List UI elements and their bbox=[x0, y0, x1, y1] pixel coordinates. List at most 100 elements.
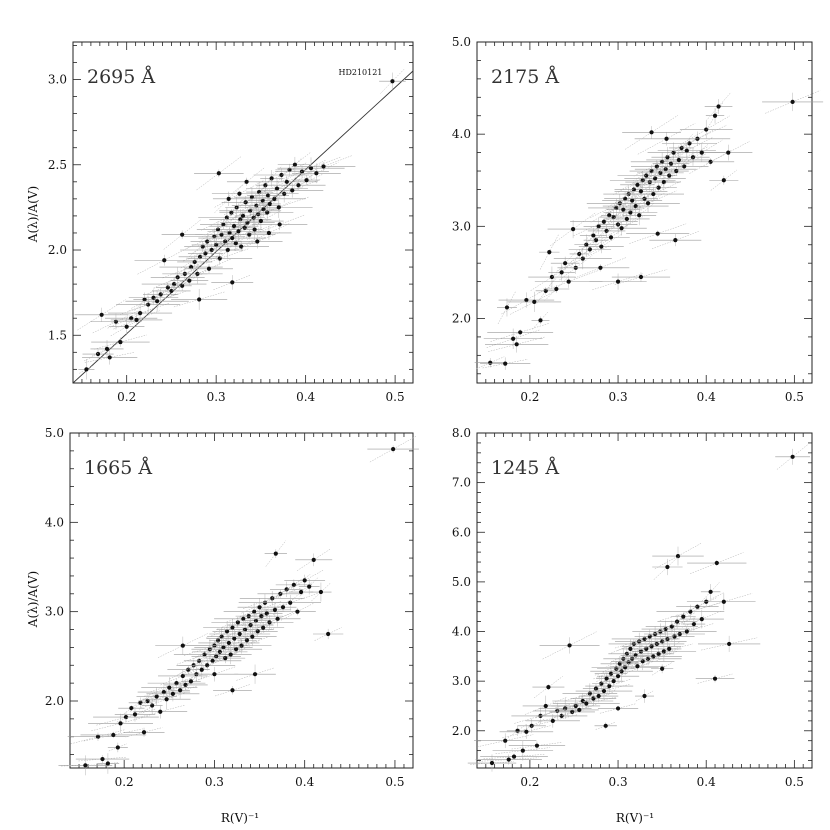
point-marker bbox=[232, 636, 237, 641]
data-point bbox=[492, 740, 554, 761]
data-point bbox=[244, 196, 313, 219]
point-marker bbox=[186, 667, 191, 672]
point-marker bbox=[115, 745, 120, 750]
point-marker bbox=[563, 261, 568, 266]
point-marker bbox=[664, 136, 669, 141]
data-point bbox=[75, 755, 130, 763]
correlated-error bbox=[605, 179, 652, 209]
data-point bbox=[291, 155, 356, 178]
point-marker bbox=[651, 654, 656, 659]
point-marker bbox=[197, 297, 202, 302]
correlated-error bbox=[210, 230, 241, 253]
correlated-error bbox=[476, 356, 505, 369]
data-point bbox=[190, 666, 239, 683]
y-tick-label: 5.0 bbox=[452, 35, 471, 49]
point-marker bbox=[167, 685, 172, 690]
data-point bbox=[498, 285, 555, 315]
point-marker bbox=[520, 748, 525, 753]
point-marker bbox=[217, 649, 222, 654]
point-marker bbox=[275, 616, 280, 621]
point-marker bbox=[546, 685, 551, 690]
point-marker bbox=[219, 232, 224, 237]
correlated-error bbox=[624, 115, 679, 150]
point-marker bbox=[630, 198, 635, 203]
y-tick-label: 1.5 bbox=[48, 328, 67, 342]
point-marker bbox=[154, 694, 159, 699]
data-point bbox=[657, 136, 716, 165]
correlated-error bbox=[217, 232, 254, 254]
correlated-error bbox=[262, 593, 318, 613]
panel-1665: 0.2 0.3 0.4 0.5 2.0 3.0 4.0 5.0 1665 Å bbox=[45, 426, 419, 789]
correlated-error bbox=[635, 690, 654, 702]
data-point bbox=[277, 156, 345, 180]
point-marker bbox=[661, 649, 666, 654]
point-marker bbox=[503, 738, 508, 743]
point-marker bbox=[118, 339, 123, 345]
y-tick-label: 4.0 bbox=[45, 515, 64, 529]
point-marker bbox=[624, 651, 629, 656]
point-marker bbox=[111, 732, 116, 738]
point-marker bbox=[274, 186, 280, 191]
correlated-error bbox=[134, 288, 155, 311]
correlated-error bbox=[600, 203, 627, 232]
x-tick-label: 0.3 bbox=[609, 390, 628, 404]
data-point bbox=[96, 753, 120, 774]
correlated-error bbox=[533, 676, 563, 699]
data-point bbox=[578, 234, 624, 260]
data-point bbox=[679, 115, 733, 144]
correlated-error bbox=[254, 214, 305, 235]
correlated-error bbox=[620, 160, 673, 191]
point-marker bbox=[99, 312, 104, 317]
point-marker bbox=[142, 297, 147, 302]
correlated-error bbox=[640, 633, 685, 650]
point-marker bbox=[566, 279, 571, 284]
point-marker bbox=[681, 614, 686, 619]
point-marker bbox=[538, 318, 543, 323]
point-marker bbox=[570, 226, 576, 232]
data-point bbox=[246, 223, 292, 243]
point-marker bbox=[284, 179, 289, 184]
data-point bbox=[704, 92, 733, 121]
data-point bbox=[242, 618, 285, 637]
point-marker bbox=[543, 703, 548, 709]
data-point bbox=[570, 207, 638, 237]
point-marker bbox=[287, 167, 292, 172]
x-tick-label: 0.2 bbox=[520, 775, 539, 789]
y-tick-label: 3.0 bbox=[452, 674, 471, 688]
data-point bbox=[212, 184, 245, 213]
point-marker bbox=[237, 191, 242, 196]
data-point bbox=[78, 359, 95, 380]
panel-label: 2695 Å bbox=[87, 66, 155, 88]
data-point bbox=[271, 174, 326, 197]
point-marker bbox=[608, 235, 614, 240]
point-marker bbox=[105, 761, 111, 766]
point-marker bbox=[129, 706, 134, 711]
point-marker bbox=[635, 664, 640, 669]
point-marker bbox=[638, 189, 644, 194]
data-point bbox=[254, 609, 301, 628]
point-marker bbox=[266, 230, 272, 236]
point-marker bbox=[180, 232, 185, 237]
point-marker bbox=[250, 634, 255, 639]
y-tick-label: 4.0 bbox=[452, 625, 471, 639]
point-marker bbox=[633, 203, 638, 209]
data-point bbox=[592, 224, 630, 250]
x-axis-title-right: R(V)⁻¹ bbox=[616, 811, 654, 825]
point-marker bbox=[225, 247, 230, 253]
point-marker bbox=[255, 629, 260, 634]
data-point bbox=[634, 123, 699, 155]
data-point bbox=[604, 206, 650, 232]
point-marker bbox=[255, 239, 260, 244]
data-point bbox=[475, 754, 542, 765]
data-point bbox=[234, 664, 276, 684]
point-marker bbox=[649, 644, 654, 649]
data-point bbox=[591, 659, 659, 676]
correlated-error bbox=[477, 734, 534, 748]
data-point bbox=[663, 157, 689, 185]
correlated-error bbox=[488, 336, 546, 352]
point-marker bbox=[599, 244, 604, 249]
data-point bbox=[93, 708, 159, 726]
data-point bbox=[251, 603, 283, 624]
star-annotation: HD210121 bbox=[338, 68, 382, 77]
point-marker bbox=[604, 676, 609, 681]
